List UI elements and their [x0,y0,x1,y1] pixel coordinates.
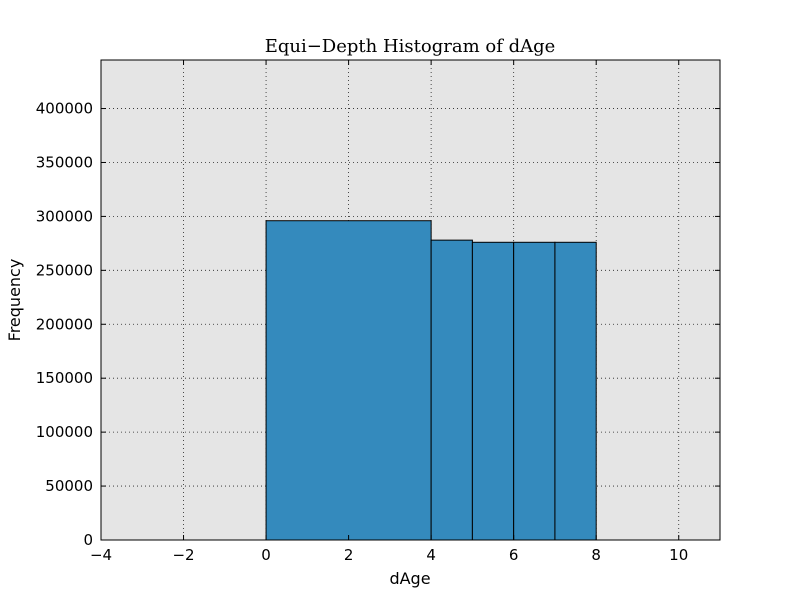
histogram-bar [430,239,473,541]
x-tick-label: 0 [261,546,271,564]
y-tick-label: 300000 [36,207,93,225]
histogram-bars [265,220,597,541]
x-tick-label: 10 [669,546,688,564]
plot-frame [100,59,721,541]
y-tick-label: 150000 [36,369,93,387]
y-tick-label: 200000 [36,315,93,333]
x-tick-label: 8 [591,546,601,564]
y-tick-label: 50000 [45,477,93,495]
histogram-bar [513,241,556,541]
y-axis-label: Frequency [5,259,24,342]
histogram-bar [554,241,597,541]
chart-title: Equi−Depth Histogram of dAge [265,36,556,57]
x-tick-label: 4 [426,546,436,564]
y-tick-label: 0 [83,531,93,549]
histogram-bar [265,220,432,541]
x-tick-label: −2 [172,546,194,564]
y-tick-label: 400000 [36,100,93,118]
x-tick-label: 2 [344,546,354,564]
y-tick-label: 250000 [36,261,93,279]
y-tick-label: 350000 [36,153,93,171]
axis-ticks: −4 −2 0 2 4 6 8 10 0 50000 100000 150000 200000 25000… [36,60,720,564]
x-tick-label: −4 [90,546,112,564]
y-tick-label: 100000 [36,423,93,441]
x-tick-label: 6 [509,546,519,564]
x-axis-label: dAge [389,569,430,588]
histogram-bar [471,241,515,541]
